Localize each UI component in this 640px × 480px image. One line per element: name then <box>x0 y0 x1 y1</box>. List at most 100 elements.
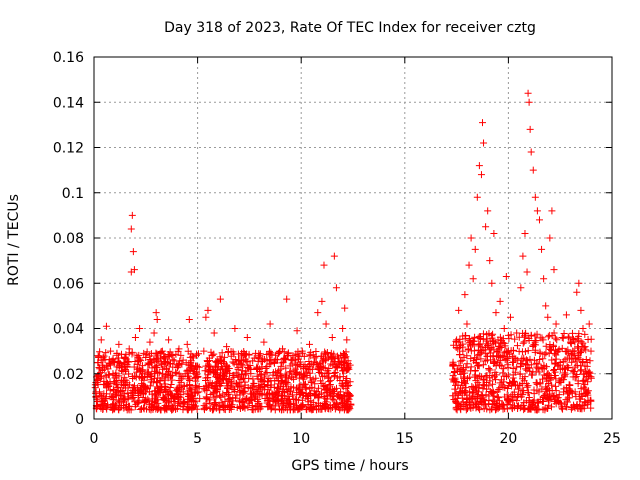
data-point <box>294 406 302 414</box>
data-point <box>307 400 315 408</box>
data-point <box>523 366 531 374</box>
data-point <box>513 397 521 405</box>
data-point <box>341 352 349 360</box>
data-point <box>473 392 481 400</box>
data-point <box>463 360 471 368</box>
data-point <box>570 368 578 376</box>
data-point <box>488 279 496 287</box>
data-point <box>193 389 201 397</box>
data-point <box>229 385 237 393</box>
data-point <box>517 362 525 370</box>
data-point <box>515 347 523 355</box>
data-point <box>216 382 224 390</box>
data-point <box>569 355 577 363</box>
data-point <box>341 304 349 312</box>
data-point <box>256 383 264 391</box>
data-point <box>140 404 148 412</box>
data-point <box>239 387 247 395</box>
data-point <box>503 400 511 408</box>
data-point <box>568 358 576 366</box>
data-point <box>218 349 226 357</box>
data-point <box>466 338 474 346</box>
data-point <box>485 397 493 405</box>
data-point <box>539 355 547 363</box>
data-point <box>449 375 457 383</box>
data-point <box>535 216 543 224</box>
data-point <box>163 403 171 411</box>
data-point <box>575 279 583 287</box>
data-point <box>554 396 562 404</box>
data-point <box>287 356 295 364</box>
data-point <box>143 348 151 356</box>
data-point <box>574 343 582 351</box>
data-point <box>242 395 250 403</box>
data-point <box>465 261 473 269</box>
data-point <box>498 352 506 360</box>
data-point <box>488 405 496 413</box>
y-tick-label: 0.02 <box>53 367 84 383</box>
data-point <box>529 368 537 376</box>
data-point <box>160 353 168 361</box>
data-point <box>455 306 463 314</box>
data-point <box>343 396 351 404</box>
data-point <box>134 365 142 373</box>
data-point <box>493 388 501 396</box>
data-point <box>212 388 220 396</box>
data-point <box>331 386 339 394</box>
data-point <box>551 382 559 390</box>
data-point <box>161 396 169 404</box>
data-point <box>569 334 577 342</box>
data-point <box>525 393 533 401</box>
data-point <box>475 342 483 350</box>
data-point <box>170 394 178 402</box>
data-point <box>293 327 301 335</box>
data-point <box>504 395 512 403</box>
data-point <box>574 405 582 413</box>
data-point <box>531 346 539 354</box>
x-tick-label: 15 <box>396 431 414 447</box>
data-point <box>304 392 312 400</box>
data-point <box>216 391 224 399</box>
data-point <box>210 329 218 337</box>
data-point <box>239 398 247 406</box>
data-point <box>190 369 198 377</box>
data-point <box>297 363 305 371</box>
data-point <box>479 392 487 400</box>
data-point <box>131 334 139 342</box>
data-point <box>243 334 251 342</box>
data-point <box>133 352 141 360</box>
data-point <box>471 245 479 253</box>
data-point <box>468 389 476 397</box>
data-point <box>177 351 185 359</box>
data-point <box>345 365 353 373</box>
chart-title: Day 318 of 2023, Rate Of TEC Index for r… <box>164 20 536 36</box>
data-point <box>571 352 579 360</box>
data-point <box>294 405 302 413</box>
data-point <box>505 335 513 343</box>
data-point <box>546 345 554 353</box>
y-tick-label: 0.06 <box>53 276 84 292</box>
data-point <box>533 207 541 215</box>
data-point <box>474 379 482 387</box>
data-point <box>527 404 535 412</box>
data-point <box>293 368 301 376</box>
data-point <box>545 386 553 394</box>
data-point <box>484 340 492 348</box>
data-point <box>526 125 534 133</box>
data-point <box>315 393 323 401</box>
data-point <box>453 336 461 344</box>
data-point <box>224 390 232 398</box>
data-point <box>571 373 579 381</box>
data-point <box>221 397 229 405</box>
data-point <box>119 367 127 375</box>
data-point <box>489 353 497 361</box>
data-point <box>586 357 594 365</box>
data-point <box>119 396 127 404</box>
data-point <box>301 361 309 369</box>
data-point <box>510 354 518 362</box>
data-point <box>224 382 232 390</box>
data-point <box>491 357 499 365</box>
data-point <box>314 309 322 317</box>
data-point <box>94 381 102 389</box>
data-point <box>477 171 485 179</box>
